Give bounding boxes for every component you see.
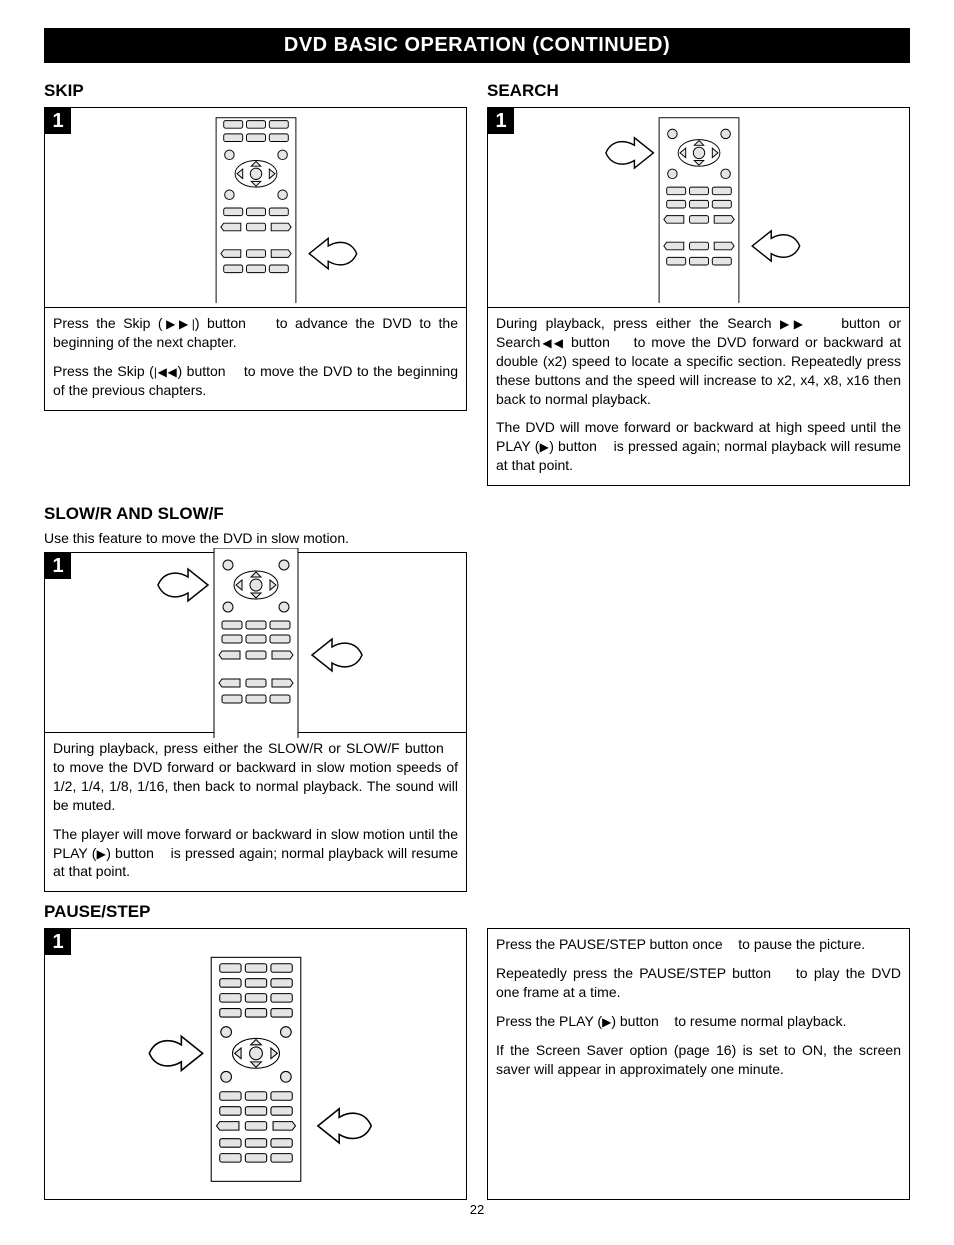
search-heading: SEARCH [487, 81, 910, 101]
pause-text-panel: Press the PAUSE/STEP button once to paus… [487, 928, 910, 1200]
pause-text-4: If the Screen Saver option (page 16) is … [496, 1041, 901, 1079]
pause-figure-panel: 1 [44, 928, 467, 1200]
play-icon: ▶ [539, 440, 549, 454]
skip-step-label: 1 [45, 108, 71, 134]
slow-heading: SLOW/R AND SLOW/F [44, 504, 467, 524]
search-step-label: 1 [488, 108, 514, 134]
fast-forward-icon: ▶▶ [780, 317, 808, 331]
slow-figure [45, 553, 466, 733]
pause-step-label: 1 [45, 929, 71, 955]
pause-text-1: Press the PAUSE/STEP button once to paus… [496, 935, 901, 954]
skip-back-icon: |◀◀ [154, 365, 178, 379]
slow-text-1: During playback, press either the SLOW/R… [53, 739, 458, 815]
search-text-2: The DVD will move forward or backward at… [496, 418, 901, 475]
slow-subtext: Use this feature to move the DVD in slow… [44, 530, 467, 546]
search-panel: 1 During playback, press either the Sear… [487, 107, 910, 486]
skip-forward-icon: ▶▶| [163, 317, 195, 331]
slow-text-2: The player will move forward or backward… [53, 825, 458, 882]
pause-text-2: Repeatedly press the PAUSE/STEP button t… [496, 964, 901, 1002]
skip-figure [45, 108, 466, 308]
skip-text-1: Press the Skip (▶▶|) button to advance t… [53, 314, 458, 352]
slow-step-label: 1 [45, 553, 71, 579]
rewind-icon: ◀◀ [540, 336, 565, 350]
pause-heading: PAUSE/STEP [44, 902, 910, 922]
skip-heading: SKIP [44, 81, 467, 101]
play-icon: ▶ [602, 1015, 611, 1029]
page-title: DVD BASIC OPERATION (CONTINUED) [44, 28, 910, 63]
pause-figure [45, 929, 466, 1199]
skip-panel: 1 Press the Skip (▶▶|) button to advance… [44, 107, 467, 411]
search-text-1: During playback, press either the Search… [496, 314, 901, 408]
slow-panel: 1 During playback, press either the SLOW… [44, 552, 467, 892]
play-icon: ▶ [96, 847, 106, 861]
search-figure [488, 108, 909, 308]
pause-text-3: Press the PLAY (▶) button to resume norm… [496, 1012, 901, 1031]
page-number: 22 [44, 1202, 910, 1217]
skip-text-2: Press the Skip (|◀◀) button to move the … [53, 362, 458, 400]
